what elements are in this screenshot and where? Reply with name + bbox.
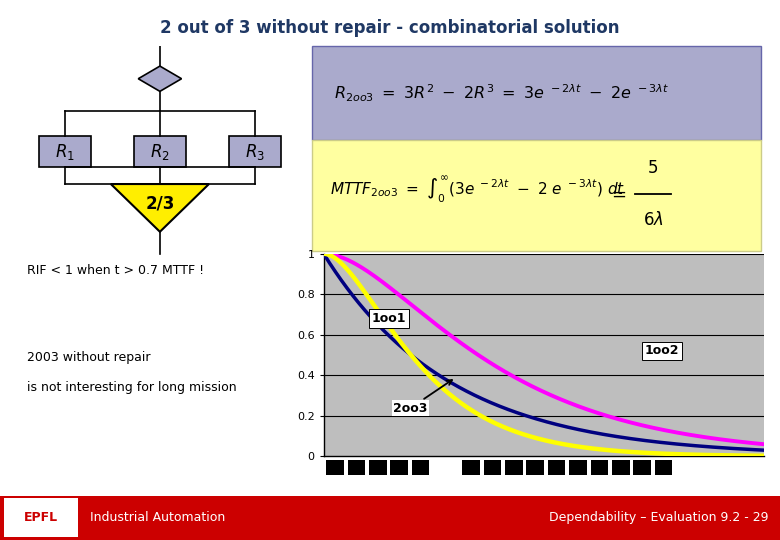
Text: 1oo1: 1oo1 xyxy=(371,312,406,325)
Text: $=$: $=$ xyxy=(608,185,626,202)
Bar xyxy=(463,460,480,475)
Text: $R_2$: $R_2$ xyxy=(150,141,170,162)
Bar xyxy=(548,460,566,475)
Bar xyxy=(484,460,502,475)
Text: EPFL: EPFL xyxy=(23,511,58,524)
Text: 2 out of 3 without repair - combinatorial solution: 2 out of 3 without repair - combinatoria… xyxy=(160,19,620,37)
Text: $MTTF_{2oo3}\ =\ \int_0^{\infty}(3e^{\ -2\lambda t}\ -\ 2\ e^{\ -3\lambda t})\ d: $MTTF_{2oo3}\ =\ \int_0^{\infty}(3e^{\ -… xyxy=(330,174,625,206)
Text: $6\lambda$: $6\lambda$ xyxy=(643,211,663,229)
Text: $5$: $5$ xyxy=(647,159,658,177)
Text: RIF < 1 when t > 0.7 MTTF !: RIF < 1 when t > 0.7 MTTF ! xyxy=(27,264,204,278)
Text: is not interesting for long mission: is not interesting for long mission xyxy=(27,381,237,394)
Text: Industrial Automation: Industrial Automation xyxy=(90,511,225,524)
Bar xyxy=(505,460,523,475)
Bar xyxy=(229,136,281,167)
Polygon shape xyxy=(111,184,209,232)
Bar xyxy=(369,460,387,475)
Bar xyxy=(412,460,430,475)
Text: $R_1$: $R_1$ xyxy=(55,141,75,162)
Polygon shape xyxy=(138,66,182,91)
Text: 1oo2: 1oo2 xyxy=(645,345,679,357)
Text: 2003 without repair: 2003 without repair xyxy=(27,350,151,364)
Text: $R_{2oo3}\ =\ 3R^2\ -\ 2R^3\ =\ 3e^{\ -2\lambda t}\ -\ 2e^{\ -3\lambda t}$: $R_{2oo3}\ =\ 3R^2\ -\ 2R^3\ =\ 3e^{\ -2… xyxy=(335,83,669,104)
Bar xyxy=(4,498,78,537)
Bar xyxy=(655,460,672,475)
Bar xyxy=(39,136,90,167)
Text: Dependability – Evaluation 9.2 - 29: Dependability – Evaluation 9.2 - 29 xyxy=(549,511,768,524)
Bar xyxy=(134,136,186,167)
Bar xyxy=(326,460,344,475)
Bar xyxy=(348,460,365,475)
Bar xyxy=(569,460,587,475)
Bar xyxy=(612,460,629,475)
Bar xyxy=(633,460,651,475)
Bar xyxy=(391,460,408,475)
Bar xyxy=(590,460,608,475)
Bar xyxy=(526,460,544,475)
Text: 2/3: 2/3 xyxy=(145,195,175,213)
Text: $R_3$: $R_3$ xyxy=(245,141,265,162)
Text: 2oo3: 2oo3 xyxy=(393,380,452,415)
